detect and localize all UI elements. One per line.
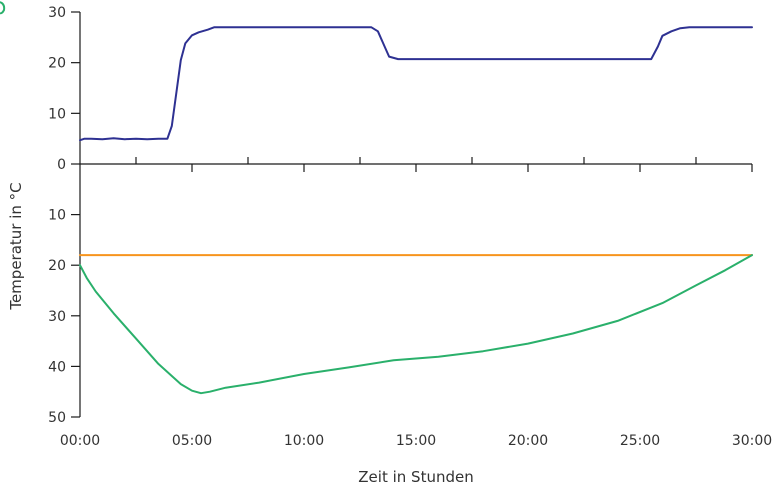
x-tick-label: 00:00 bbox=[60, 433, 100, 449]
x-tick-label: 05:00 bbox=[172, 433, 212, 449]
y-ticks-top: 0 10 20 30 bbox=[48, 5, 80, 173]
x-tick-label: 10:00 bbox=[284, 433, 324, 449]
corner-mark bbox=[0, 1, 6, 15]
x-axis-title: Zeit in Stunden bbox=[358, 468, 473, 486]
y-tick-label-bottom: 50 bbox=[48, 410, 66, 426]
y-ticks-bottom: 10 20 30 40 50 bbox=[48, 208, 80, 426]
series-line-1 bbox=[79, 26, 753, 142]
x-tick-label: 20:00 bbox=[508, 433, 548, 449]
y-tick-label-top: 30 bbox=[48, 5, 66, 21]
y-tick-label-bottom: 20 bbox=[48, 258, 66, 274]
x-tick-label: 30:00 bbox=[732, 433, 772, 449]
y-tick-label-top: 10 bbox=[48, 106, 66, 122]
x-tick-label: 25:00 bbox=[620, 433, 660, 449]
y-tick-label-bottom: 10 bbox=[48, 208, 66, 224]
series-layer bbox=[79, 26, 753, 395]
y-tick-label-top: 0 bbox=[57, 157, 66, 173]
x-ticks: 00:00 05:00 10:00 15:00 20:00 25:00 30:00 bbox=[60, 157, 772, 449]
y-tick-label-bottom: 30 bbox=[48, 309, 66, 325]
y-axis-title: Temperatur in °C bbox=[7, 182, 25, 310]
series-line-3 bbox=[79, 254, 753, 395]
x-tick-label: 15:00 bbox=[396, 433, 436, 449]
y-tick-label-bottom: 40 bbox=[48, 359, 66, 375]
y-tick-label-top: 20 bbox=[48, 56, 66, 72]
